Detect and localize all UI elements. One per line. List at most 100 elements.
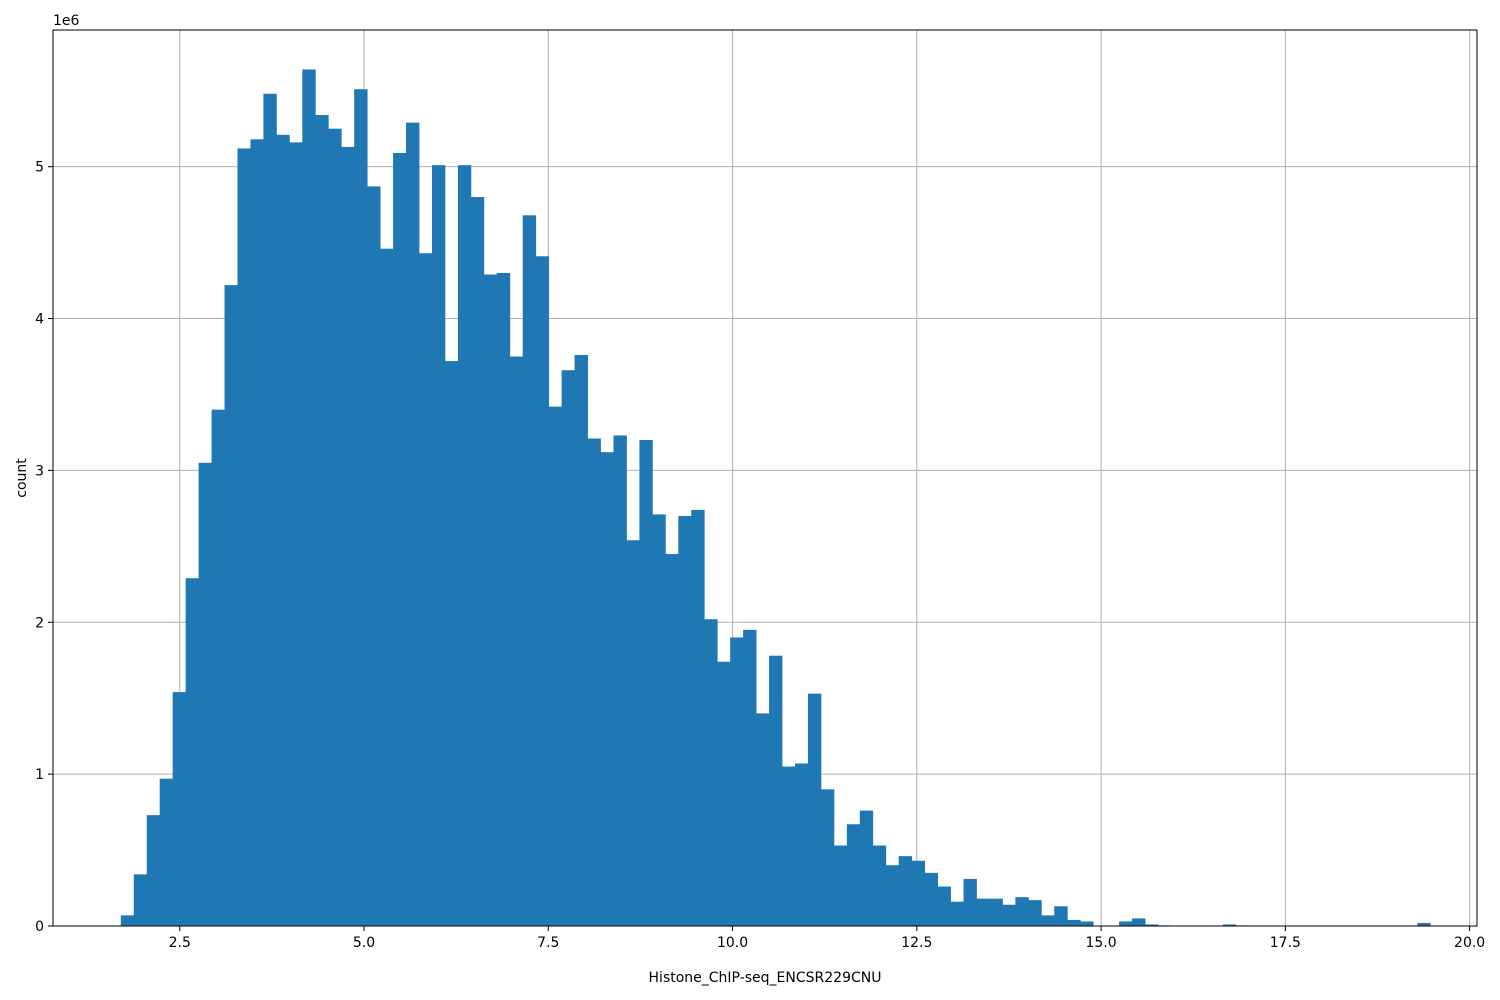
- y-tick-label: 2: [35, 615, 44, 631]
- histogram-bar: [587, 438, 601, 926]
- histogram-bar: [950, 901, 964, 926]
- histogram-bar: [1041, 915, 1055, 926]
- histogram-bar: [237, 148, 251, 927]
- histogram-bar: [924, 872, 938, 926]
- histogram-bar: [1222, 924, 1237, 926]
- histogram-bar: [146, 815, 161, 926]
- histogram-bar: [756, 713, 770, 926]
- histogram-bar: [328, 128, 342, 927]
- histogram-bar: [315, 115, 329, 926]
- histogram-bar: [406, 122, 420, 927]
- histogram-bar: [989, 898, 1003, 926]
- histogram-bar: [289, 142, 303, 927]
- histogram-bar: [470, 197, 485, 926]
- histogram-bar: [652, 514, 666, 926]
- histogram-bar: [211, 409, 225, 926]
- histogram-bar: [483, 274, 498, 926]
- x-tick-label: 5.0: [353, 935, 375, 951]
- histogram-bar: [574, 354, 588, 926]
- histogram-bar: [678, 515, 692, 926]
- histogram-bar: [1119, 921, 1133, 926]
- histogram-bar: [820, 789, 835, 926]
- x-tick-label: 20.0: [1454, 935, 1485, 951]
- y-axis-ticks: 0 1 2 3 4 5: [35, 160, 53, 935]
- histogram-bar: [1417, 922, 1431, 926]
- histogram-bar: [704, 619, 718, 926]
- histogram-bar: [496, 272, 511, 927]
- histogram-bar: [807, 693, 822, 926]
- histogram-bar: [522, 215, 537, 926]
- histogram-bar: [276, 134, 290, 926]
- histogram-bar: [885, 865, 900, 926]
- histogram-bar: [1145, 924, 1159, 926]
- histogram-bar: [393, 153, 407, 927]
- histogram-bar: [419, 253, 433, 927]
- histogram-bar: [963, 878, 977, 926]
- histogram-bar: [846, 824, 861, 926]
- histogram-bar: [626, 540, 640, 926]
- x-tick-label: 7.5: [537, 935, 559, 951]
- histogram-bar: [302, 69, 316, 927]
- histogram-bar: [976, 898, 990, 926]
- histogram-bar: [1054, 906, 1068, 926]
- x-tick-label: 15.0: [1086, 935, 1117, 951]
- x-axis-ticks: 2.5 5.0 7.5 10.0 12.5 15.0 17.5 20.0: [169, 926, 1485, 951]
- histogram-bar: [665, 553, 679, 926]
- histogram-bar: [743, 629, 757, 926]
- plot-frame: [52, 29, 1478, 927]
- histogram-bar: [911, 860, 926, 926]
- histogram-bar: [898, 856, 913, 926]
- histogram-bar: [535, 256, 550, 926]
- y-tick-label: 4: [35, 312, 44, 328]
- y-axis-label: count: [14, 458, 30, 498]
- x-axis-label: Histone_ChIP-seq_ENCSR229CNU: [649, 970, 882, 986]
- histogram-bar: [937, 886, 951, 926]
- y-axis-offset-label: 1e6: [53, 13, 80, 29]
- x-tick-label: 10.0: [717, 935, 748, 951]
- histogram-bar: [431, 165, 446, 927]
- histogram-bar: [639, 440, 653, 926]
- x-tick-label: 12.5: [901, 935, 932, 951]
- histogram-bar: [120, 915, 135, 926]
- histogram-bar: [1080, 921, 1094, 926]
- histogram-bar: [263, 93, 277, 926]
- histogram-bar: [1067, 919, 1081, 926]
- histogram-bar: [782, 766, 796, 926]
- histogram-bar: [159, 778, 174, 926]
- y-tick-label: 3: [35, 463, 44, 479]
- histogram-bar: [250, 139, 264, 926]
- histogram-bar: [457, 165, 472, 927]
- histogram-bar: [548, 406, 563, 926]
- histogram-bar: [185, 578, 199, 926]
- histogram-bar: [1132, 918, 1146, 926]
- histogram-bar: [769, 655, 783, 926]
- histogram-bar: [613, 435, 627, 926]
- y-tick-label: 5: [35, 160, 44, 176]
- histogram-bar: [561, 370, 575, 926]
- histogram-bar: [354, 89, 368, 927]
- histogram-bar: [444, 361, 459, 926]
- y-tick-label: 1: [35, 767, 44, 783]
- y-tick-label: 0: [35, 919, 44, 935]
- x-tick-label: 2.5: [169, 935, 191, 951]
- histogram-bars: [120, 69, 1431, 927]
- histogram-bar: [833, 845, 848, 926]
- histogram-bar: [691, 509, 705, 926]
- histogram-bar: [509, 356, 524, 926]
- histogram-bar: [367, 186, 381, 926]
- histogram-bar: [341, 146, 355, 926]
- x-tick-label: 17.5: [1270, 935, 1301, 951]
- histogram-bar: [172, 692, 187, 926]
- histogram-bar: [224, 285, 238, 926]
- histogram-bar: [859, 810, 874, 926]
- histogram-bar: [717, 661, 731, 926]
- histogram-bar: [133, 874, 148, 926]
- histogram-bar: [1015, 897, 1029, 926]
- histogram-bar: [198, 462, 212, 926]
- histogram-bar: [730, 637, 744, 926]
- histogram-bar: [600, 452, 614, 926]
- histogram-bar: [794, 763, 809, 926]
- histogram-bar: [1002, 904, 1016, 926]
- histogram-bar: [1028, 900, 1042, 926]
